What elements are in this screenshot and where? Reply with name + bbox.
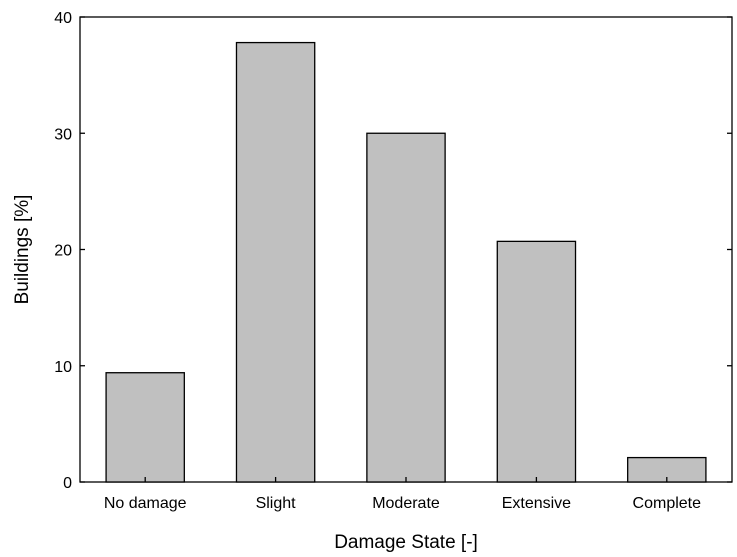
bar-slight [235,41,316,483]
y-tick-label: 30 [54,126,72,143]
y-axis-ticks: 0 10 20 30 40 [54,10,732,492]
bar-moderate [366,132,446,483]
x-tick-label: No damage [104,495,187,512]
y-tick-label: 0 [63,475,72,492]
y-tick-label: 20 [54,243,72,260]
x-tick-label: Extensive [502,495,571,512]
y-axis-label: Buildings [%] [12,195,33,305]
x-tick-label: Moderate [372,495,440,512]
bar-extensive [496,240,577,483]
bar-no-damage [105,372,185,483]
x-axis-label: Damage State [-] [334,532,478,553]
y-tick-label: 40 [54,10,72,27]
x-axis-ticks: No damage Slight Moderate Extensive Complete [104,477,701,512]
x-tick-label: Slight [256,495,297,512]
x-tick-label: Complete [633,495,702,512]
bars-group [105,41,707,483]
y-tick-label: 10 [54,359,72,376]
